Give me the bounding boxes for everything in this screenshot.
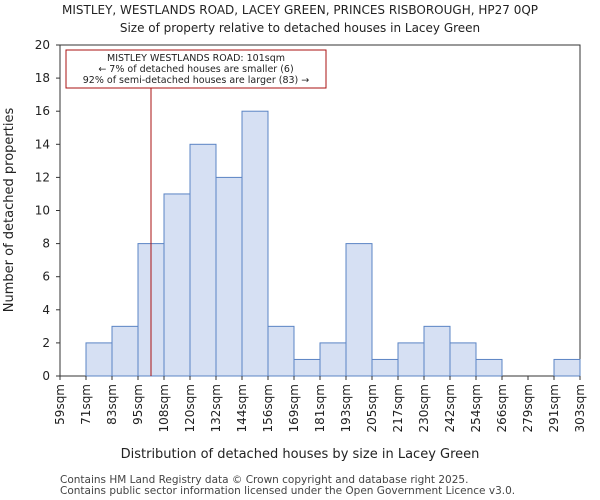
bar-108sqm (163, 193, 191, 377)
y-axis: 0 2 4 6 8 10 12 14 16 18 20 (35, 38, 60, 383)
footer-line-2: Contains public sector information licen… (60, 485, 515, 497)
y-axis-label: Number of detached properties (2, 108, 17, 313)
x-tick-label: 83sqm (105, 384, 119, 425)
x-tick-label: 144sqm (235, 384, 249, 432)
y-tick-label: 6 (42, 270, 50, 284)
footer-line-1: Contains HM Land Registry data © Crown c… (60, 474, 468, 486)
x-tick-label: 254sqm (469, 384, 483, 432)
bar-132sqm (215, 176, 243, 377)
x-tick-label: 95sqm (131, 384, 145, 425)
x-tick-label: 217sqm (391, 384, 405, 432)
x-tick-label: 303sqm (573, 384, 587, 432)
annotation-frame (65, 49, 327, 89)
bar-205sqm (371, 358, 399, 377)
bar-230sqm (423, 325, 451, 377)
bar-181sqm (319, 342, 347, 377)
y-tick-label: 12 (35, 170, 50, 184)
y-tick-label: 10 (35, 204, 50, 218)
y-tick-label: 16 (35, 104, 50, 118)
x-tick-label: 193sqm (339, 384, 353, 432)
bar-217sqm (397, 342, 425, 377)
y-tick-label: 18 (35, 71, 50, 85)
bar-254sqm (475, 358, 503, 377)
y-tick-label: 8 (42, 237, 50, 251)
x-tick-label: 230sqm (417, 384, 431, 432)
x-axis-label: Distribution of detached houses by size … (121, 447, 480, 462)
bar-144sqm (241, 110, 269, 377)
y-tick-label: 2 (42, 336, 50, 350)
y-tick-label: 4 (42, 303, 50, 317)
y-tick-label: 0 (42, 369, 50, 383)
x-tick-label: 291sqm (547, 384, 561, 432)
bars-group (85, 110, 581, 377)
bar-83sqm (111, 325, 139, 377)
bar-169sqm (293, 358, 321, 377)
x-tick-label: 108sqm (157, 384, 171, 432)
x-tick-label: 205sqm (365, 384, 379, 432)
bar-120sqm (189, 143, 217, 377)
x-tick-label: 59sqm (53, 384, 67, 425)
annotation-box: MISTLEY WESTLANDS ROAD: 101sqm ← 7% of d… (65, 49, 327, 89)
x-tick-label: 266sqm (495, 384, 509, 432)
x-tick-label: 120sqm (183, 384, 197, 432)
y-tick-label: 20 (35, 38, 50, 52)
bar-71sqm (85, 342, 113, 377)
chart-title: MISTLEY, WESTLANDS ROAD, LACEY GREEN, PR… (62, 3, 538, 17)
bar-291sqm (553, 358, 581, 377)
x-tick-label: 279sqm (521, 384, 535, 432)
x-tick-label: 169sqm (287, 384, 301, 432)
bar-242sqm (449, 342, 477, 377)
annotation-line-1: MISTLEY WESTLANDS ROAD: 101sqm (107, 53, 285, 64)
x-axis: 59sqm 71sqm 83sqm 95sqm 108sqm 120sqm 132sqm 14… (53, 376, 587, 432)
bar-193sqm (345, 243, 373, 377)
chart-subtitle: Size of property relative to detached ho… (120, 21, 480, 35)
annotation-line-3: 92% of semi-detached houses are larger (… (83, 75, 310, 86)
y-tick-label: 14 (35, 137, 50, 151)
x-tick-label: 156sqm (261, 384, 275, 432)
x-tick-label: 71sqm (79, 384, 93, 425)
annotation-line-2: ← 7% of detached houses are smaller (6) (98, 64, 293, 75)
bar-156sqm (267, 325, 295, 377)
x-tick-label: 132sqm (209, 384, 223, 432)
x-tick-label: 181sqm (313, 384, 327, 432)
x-tick-label: 242sqm (443, 384, 457, 432)
